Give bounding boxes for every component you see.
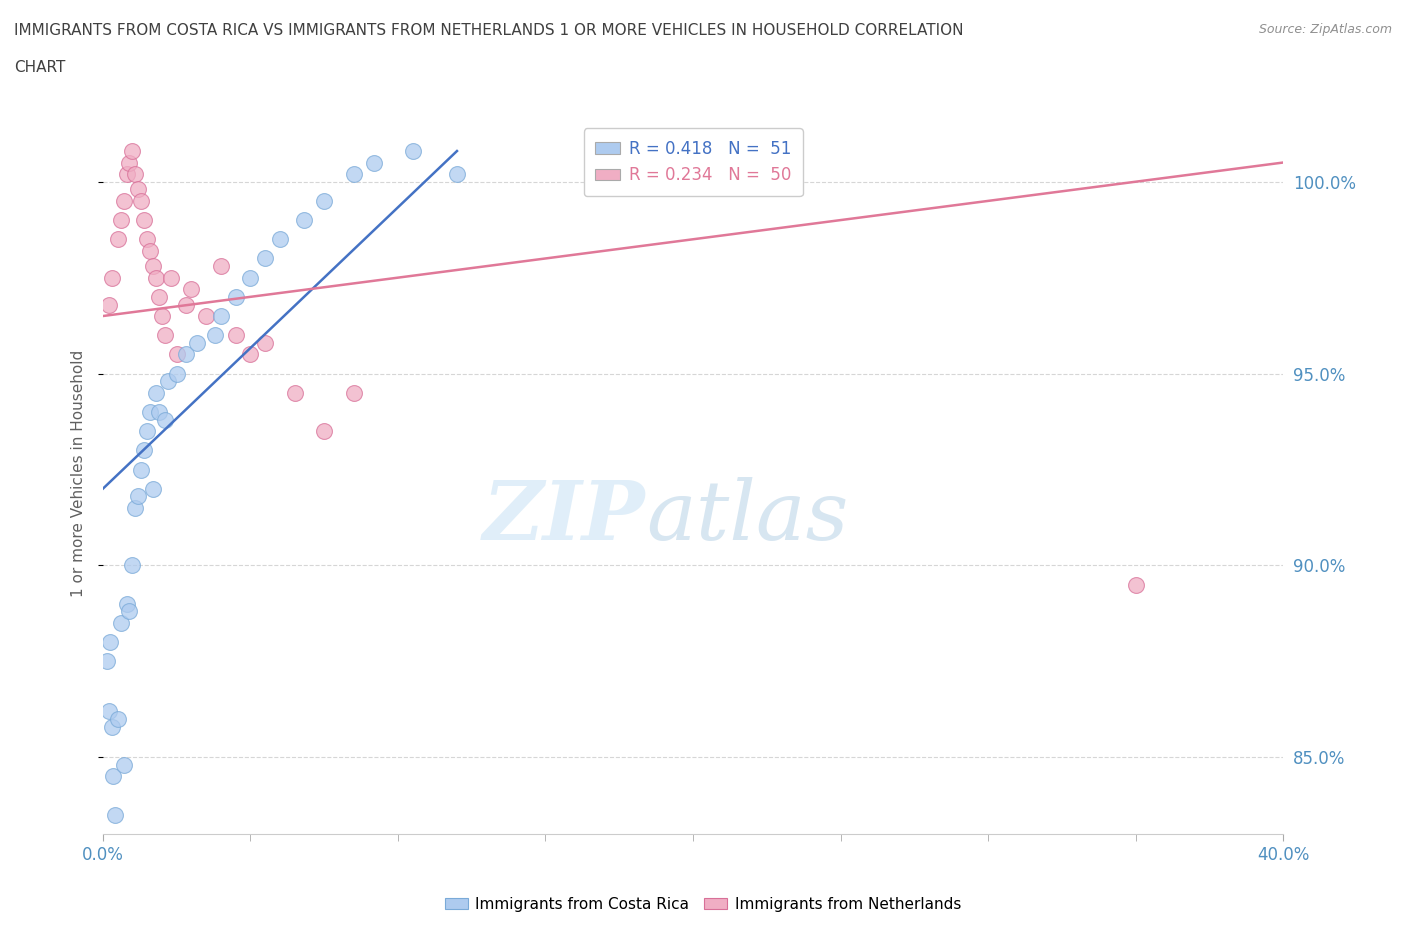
Point bbox=[209, 309, 232, 324]
Point bbox=[136, 424, 159, 439]
Point bbox=[115, 596, 138, 611]
Point bbox=[103, 769, 125, 784]
Point bbox=[153, 327, 176, 342]
Point bbox=[314, 193, 336, 208]
Point bbox=[392, 865, 415, 880]
Point bbox=[145, 385, 167, 400]
Point bbox=[186, 336, 208, 351]
Point bbox=[139, 244, 162, 259]
Point bbox=[97, 704, 120, 719]
Point bbox=[142, 481, 165, 496]
Point bbox=[129, 462, 152, 477]
Point bbox=[118, 604, 141, 619]
Text: ZIP: ZIP bbox=[484, 477, 645, 557]
Text: Source: ZipAtlas.com: Source: ZipAtlas.com bbox=[1258, 23, 1392, 36]
Point bbox=[195, 309, 218, 324]
Point bbox=[148, 289, 170, 304]
Point bbox=[118, 155, 141, 170]
Point bbox=[115, 166, 138, 181]
Point bbox=[98, 635, 121, 650]
Point bbox=[136, 232, 159, 246]
Point bbox=[127, 489, 149, 504]
Point bbox=[100, 271, 122, 286]
Point bbox=[239, 347, 262, 362]
Point bbox=[174, 347, 197, 362]
Point bbox=[204, 327, 226, 342]
Text: atlas: atlas bbox=[645, 477, 848, 557]
Point bbox=[134, 443, 156, 458]
Point bbox=[174, 297, 197, 312]
Text: IMMIGRANTS FROM COSTA RICA VS IMMIGRANTS FROM NETHERLANDS 1 OR MORE VEHICLES IN : IMMIGRANTS FROM COSTA RICA VS IMMIGRANTS… bbox=[14, 23, 963, 38]
Point bbox=[343, 166, 366, 181]
Point bbox=[96, 654, 118, 669]
Point bbox=[124, 166, 146, 181]
Point bbox=[343, 385, 366, 400]
Point bbox=[127, 182, 149, 197]
Point bbox=[145, 271, 167, 286]
Point bbox=[110, 616, 132, 631]
Point bbox=[166, 347, 188, 362]
Point bbox=[446, 166, 468, 181]
Text: CHART: CHART bbox=[14, 60, 66, 75]
Point bbox=[159, 271, 181, 286]
Point bbox=[112, 758, 135, 773]
Point bbox=[104, 807, 127, 822]
Point bbox=[363, 155, 385, 170]
Point bbox=[314, 424, 336, 439]
Point bbox=[148, 405, 170, 419]
Point bbox=[254, 251, 277, 266]
Legend: R = 0.418   N =  51, R = 0.234   N =  50: R = 0.418 N = 51, R = 0.234 N = 50 bbox=[583, 128, 803, 196]
Point bbox=[121, 558, 143, 573]
Point bbox=[402, 143, 425, 158]
Point bbox=[180, 282, 202, 297]
Point bbox=[121, 143, 143, 158]
Point bbox=[142, 259, 165, 273]
Point bbox=[156, 374, 179, 389]
Point bbox=[107, 711, 129, 726]
Y-axis label: 1 or more Vehicles in Household: 1 or more Vehicles in Household bbox=[72, 350, 86, 597]
Point bbox=[209, 259, 232, 273]
Point bbox=[225, 327, 247, 342]
Point bbox=[225, 289, 247, 304]
Point bbox=[134, 213, 156, 228]
Point bbox=[110, 213, 132, 228]
Point bbox=[269, 232, 291, 246]
Point bbox=[150, 309, 173, 324]
Point bbox=[107, 232, 129, 246]
Point bbox=[1125, 578, 1147, 592]
Point bbox=[239, 271, 262, 286]
Point bbox=[153, 412, 176, 427]
Point bbox=[129, 193, 152, 208]
Point bbox=[124, 500, 146, 515]
Point bbox=[254, 336, 277, 351]
Legend: Immigrants from Costa Rica, Immigrants from Netherlands: Immigrants from Costa Rica, Immigrants f… bbox=[439, 891, 967, 918]
Point bbox=[139, 405, 162, 419]
Point bbox=[284, 385, 307, 400]
Point bbox=[100, 719, 122, 734]
Point bbox=[166, 366, 188, 381]
Point bbox=[292, 213, 315, 228]
Point bbox=[97, 297, 120, 312]
Point bbox=[112, 193, 135, 208]
